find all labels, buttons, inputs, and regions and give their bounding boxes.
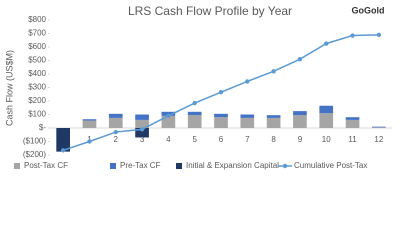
x-tick-label: 5 — [192, 135, 197, 144]
x-tick-label: 10 — [322, 135, 331, 144]
bar — [240, 117, 255, 128]
bar — [214, 117, 228, 128]
line-marker — [324, 41, 329, 46]
x-tick-label: 9 — [298, 135, 303, 144]
bar — [56, 128, 70, 152]
logo: GoGold — [352, 5, 385, 15]
y-axis-label: Cash Flow (US$M) — [4, 50, 14, 126]
x-tick-label: 11 — [348, 135, 357, 144]
bar — [372, 127, 386, 128]
y-tick-label: $400 — [28, 69, 46, 78]
x-tick-label: 4 — [166, 135, 171, 144]
bar — [214, 113, 228, 118]
bar — [345, 119, 360, 128]
legend-swatch — [14, 163, 20, 169]
bar — [82, 120, 97, 128]
bar — [135, 114, 149, 120]
legend-label: Post-Tax CF — [24, 161, 68, 170]
bar — [345, 117, 360, 120]
bar — [266, 115, 281, 118]
legend-label: Pre-Tax CF — [120, 161, 161, 170]
x-tick-label: 2 — [114, 135, 119, 144]
bar — [372, 126, 386, 128]
x-tick-label: 8 — [271, 135, 276, 144]
legend-swatch-marker — [282, 163, 288, 169]
y-tick-label: $800 — [28, 15, 46, 24]
chart-title: LRS Cash Flow Profile by Year — [128, 4, 292, 18]
x-tick-label: 6 — [219, 135, 224, 144]
legend-swatch — [176, 163, 182, 169]
bar — [135, 119, 149, 128]
y-tick-label: $700 — [28, 29, 46, 38]
line-marker — [87, 139, 92, 144]
bar — [319, 105, 334, 114]
bar — [161, 115, 176, 128]
line-marker — [350, 33, 355, 38]
line-marker — [218, 90, 224, 95]
y-tick-label: $500 — [28, 56, 46, 65]
legend-swatch — [110, 163, 116, 169]
line-marker — [192, 100, 197, 106]
line-marker — [166, 113, 171, 119]
y-tick-label: ($100) — [23, 137, 46, 146]
line-marker — [376, 32, 382, 38]
line-marker — [60, 148, 66, 153]
y-tick-label: ($200) — [23, 150, 46, 159]
bar — [240, 114, 255, 118]
y-tick-label: $300 — [28, 83, 46, 92]
bar — [108, 113, 123, 118]
bar — [266, 117, 281, 128]
x-tick-label: 12 — [374, 135, 383, 144]
chart: LRS Cash Flow Profile by Year GoGold Cas… — [4, 4, 392, 171]
bar — [293, 111, 307, 116]
y-tick-label: $600 — [28, 42, 46, 51]
x-tick-label: 3 — [140, 135, 145, 144]
y-tick-label: $- — [39, 123, 46, 132]
bar — [293, 115, 307, 128]
bar — [187, 111, 202, 116]
y-tick-label: $100 — [28, 110, 46, 119]
legend-label: Cumulative Post-Tax — [294, 161, 367, 170]
bar — [319, 113, 334, 128]
bar — [187, 115, 202, 128]
line-marker — [245, 79, 250, 84]
legend-label: Initial & Expansion Capital — [186, 161, 279, 170]
bar — [108, 117, 123, 128]
y-tick-label: $200 — [28, 96, 46, 105]
line-marker — [271, 69, 276, 74]
line-marker — [297, 56, 303, 62]
bar — [135, 128, 149, 138]
line-marker — [139, 127, 145, 132]
line-marker — [113, 129, 118, 135]
bar — [82, 119, 97, 121]
x-tick-label: 7 — [245, 135, 250, 144]
